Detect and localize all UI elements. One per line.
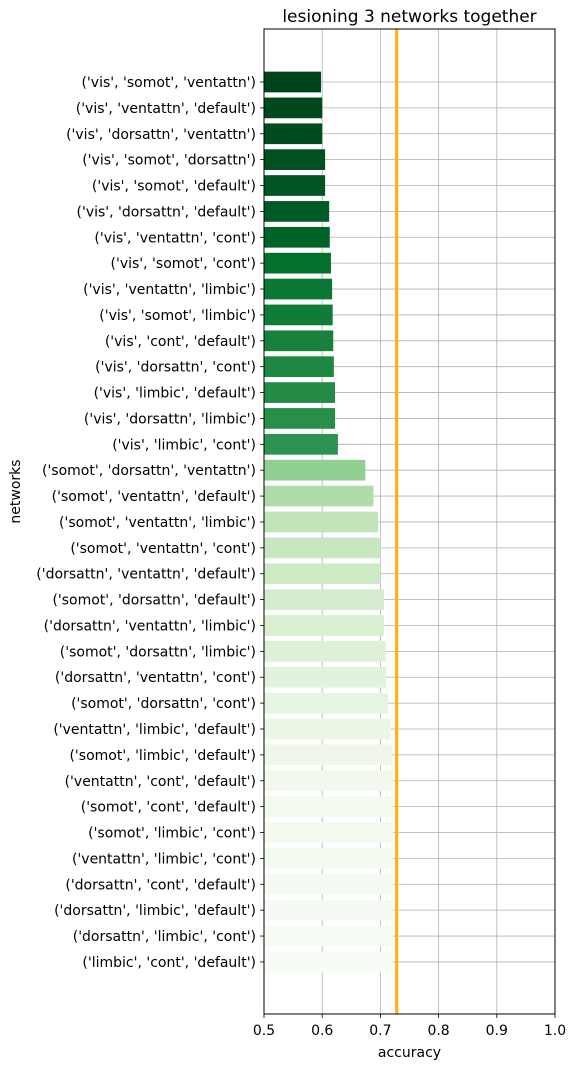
bar [264, 822, 394, 843]
bar [264, 744, 393, 766]
y-tick-label: ('vis', 'dorsattn', 'ventattn') [66, 127, 256, 143]
y-axis-label: networks [8, 459, 24, 523]
y-tick-label: ('somot', 'dorsattn', 'cont') [71, 696, 256, 712]
bar [264, 252, 331, 274]
bar [264, 330, 334, 352]
y-tick-label: ('dorsattn', 'cont', 'default') [65, 877, 256, 893]
bar [264, 382, 336, 403]
plot-frame [263, 28, 556, 1015]
y-tick-label: ('somot', 'ventattn', 'cont') [70, 541, 256, 557]
bar [264, 537, 381, 559]
y-tick-label: ('vis', 'dorsattn', 'limbic') [84, 411, 256, 427]
y-tick-label: ('limbic', 'cont', 'default') [82, 955, 256, 971]
bar [264, 873, 394, 895]
y-tick-label: ('vis', 'somot', 'cont') [111, 256, 256, 272]
y-tick-label: ('dorsattn', 'ventattn', 'limbic') [44, 618, 256, 634]
y-tick-label: ('somot', 'dorsattn', 'default') [52, 593, 256, 609]
bar [264, 123, 323, 145]
bar [264, 666, 387, 688]
y-tick-label: ('somot', 'dorsattn', 'ventattn') [42, 463, 256, 479]
y-tick-label: ('vis', 'cont', 'default') [105, 334, 256, 350]
y-tick-label: ('somot', 'ventattn', 'limbic') [59, 515, 256, 531]
bar [264, 433, 338, 455]
x-tick-label: 1.0 [544, 1023, 566, 1039]
y-tick-label: ('vis', 'ventattn', 'limbic') [83, 282, 256, 298]
bar [264, 641, 386, 662]
bar [264, 356, 334, 378]
y-tick-label: ('somot', 'cont', 'default') [81, 800, 256, 816]
bar [264, 899, 394, 921]
y-tick-label: ('vis', 'limbic', 'default') [94, 386, 256, 402]
y-tick-label: ('ventattn', 'limbic', 'cont') [72, 851, 256, 867]
y-tick-label: ('ventattn', 'limbic', 'default') [53, 722, 256, 738]
bar [264, 201, 330, 222]
bars [264, 71, 394, 973]
bar [264, 951, 394, 973]
y-tick-label: ('somot', 'ventattn', 'default') [52, 489, 256, 505]
y-tick-label: ('vis', 'somot', 'limbic') [99, 308, 256, 324]
bar [264, 718, 391, 740]
bar [264, 459, 366, 481]
y-tick-label: ('vis', 'limbic', 'cont') [112, 437, 256, 453]
bar [264, 175, 326, 196]
y-tick-label: ('somot', 'limbic', 'default') [69, 748, 256, 764]
bar [264, 796, 394, 817]
bar [264, 563, 381, 585]
bar [264, 97, 323, 119]
x-tick-label: 0.7 [369, 1023, 391, 1039]
bar [264, 848, 394, 869]
bar [264, 511, 379, 533]
y-tick-label: ('vis', 'ventattn', 'cont') [94, 230, 256, 246]
y-tick-label: ('vis', 'ventattn', 'default') [76, 101, 256, 117]
bar [264, 278, 333, 300]
x-tick-label: 0.9 [486, 1023, 508, 1039]
x-axis-label: accuracy [378, 1045, 441, 1061]
bar [264, 770, 394, 792]
y-tick-label: ('somot', 'limbic', 'cont') [88, 826, 256, 842]
y-tick-label: ('dorsattn', 'ventattn', 'cont') [55, 670, 256, 686]
y-tick-labels: ('vis', 'somot', 'ventattn') ('vis', 'ven… [36, 75, 264, 971]
bar [264, 304, 333, 326]
y-tick-label: ('ventattn', 'cont', 'default') [65, 774, 256, 790]
y-tick-label: ('vis', 'dorsattn', 'default') [77, 204, 256, 220]
y-tick-label: ('vis', 'somot', 'ventattn') [81, 75, 256, 91]
bar [264, 226, 330, 248]
y-tick-label: ('dorsattn', 'ventattn', 'default') [36, 567, 256, 583]
chart-title: lesioning 3 networks together [282, 7, 536, 27]
bar [264, 149, 326, 170]
y-tick-label: ('dorsattn', 'limbic', 'cont') [73, 929, 256, 945]
y-tick-label: ('dorsattn', 'limbic', 'default') [54, 903, 256, 919]
y-tick-label: ('somot', 'dorsattn', 'limbic') [60, 644, 256, 660]
y-tick-label: ('vis', 'dorsattn', 'cont') [95, 360, 256, 376]
x-tick-label: 0.6 [311, 1023, 333, 1039]
bar [264, 692, 388, 714]
bar [264, 925, 394, 947]
bar [264, 615, 384, 636]
bar [264, 408, 336, 429]
bar [264, 589, 384, 610]
bar [264, 71, 322, 93]
x-tick-labels: 0.5 0.6 0.7 0.8 0.9 1.0 [253, 1014, 566, 1039]
y-tick-label: ('vis', 'somot', 'default') [92, 179, 256, 195]
bar [264, 485, 374, 507]
x-tick-label: 0.5 [253, 1023, 275, 1039]
y-tick-label: ('vis', 'somot', 'dorsattn') [82, 153, 256, 169]
x-tick-label: 0.8 [427, 1023, 449, 1039]
